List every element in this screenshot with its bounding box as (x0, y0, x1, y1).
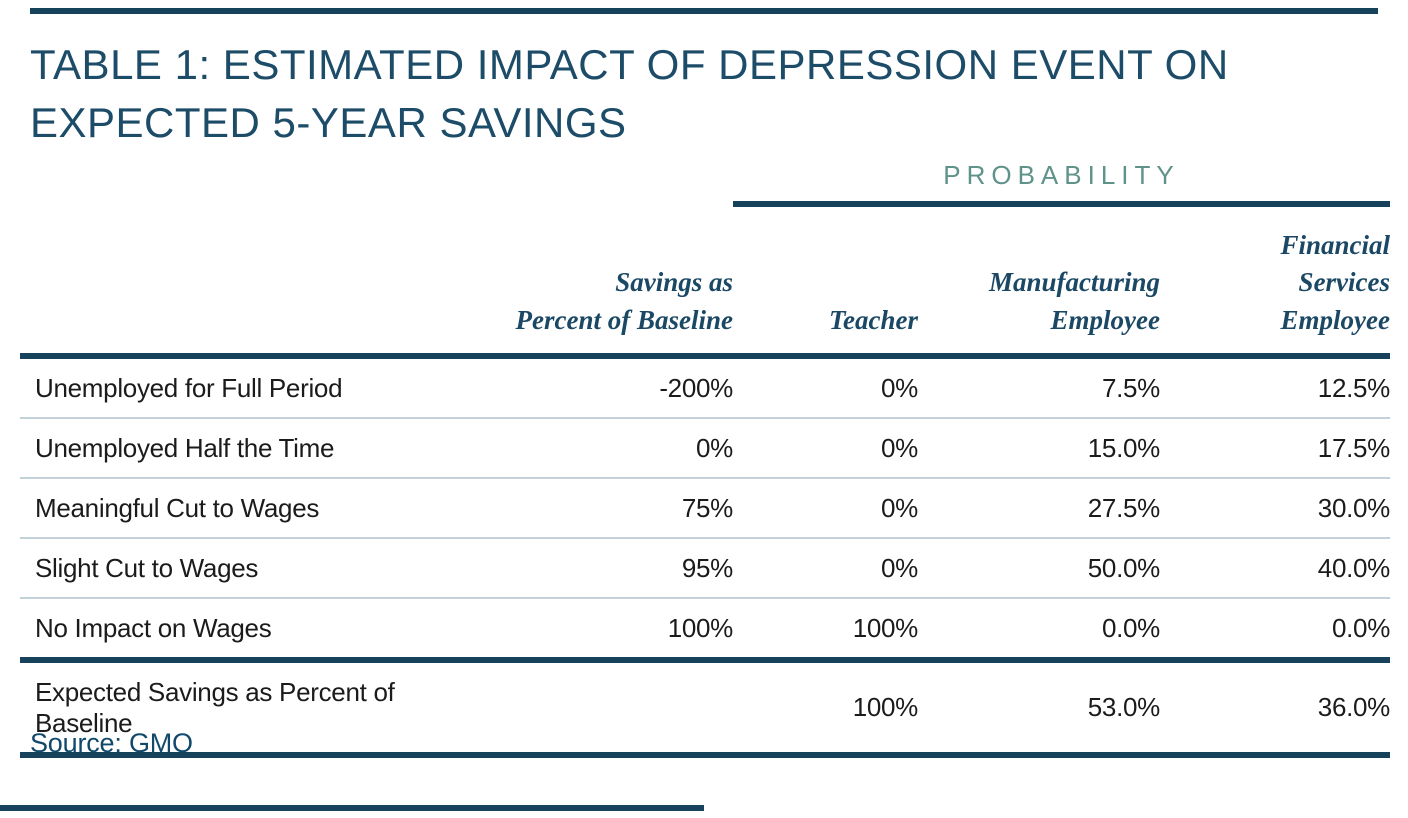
column-header-manufacturing: Manufacturing Employee (918, 204, 1160, 359)
row-label: Expected Savings as Percent of Baseline (20, 659, 418, 758)
cell-manufacturing: 0.0% (918, 597, 1160, 663)
cell-financial: 36.0% (1160, 659, 1390, 758)
row-label: Unemployed for Full Period (20, 355, 418, 419)
cell-savings (418, 659, 733, 758)
column-header-savings-line1: Savings as (615, 267, 733, 298)
cell-savings: 100% (418, 597, 733, 663)
table-row: Meaningful Cut to Wages 75% 0% 27.5% 30.… (20, 477, 1390, 539)
column-header-empty (20, 204, 418, 359)
column-header-teacher-line1: Teacher (829, 304, 918, 335)
cell-teacher: 0% (733, 355, 918, 419)
cell-manufacturing: 27.5% (918, 477, 1160, 539)
table-row: No Impact on Wages 100% 100% 0.0% 0.0% (20, 597, 1390, 663)
impact-table: PROBABILITY Savings as Percent of Baseli… (20, 160, 1390, 758)
row-label: Slight Cut to Wages (20, 537, 418, 599)
table-title-line2: EXPECTED 5-YEAR SAVINGS (30, 98, 627, 146)
column-header-financial-line1: Financial (1280, 230, 1391, 260)
cell-teacher: 0% (733, 417, 918, 479)
table-row: Unemployed Half the Time 0% 0% 15.0% 17.… (20, 417, 1390, 479)
cell-teacher: 100% (733, 597, 918, 663)
table-title-line1: TABLE 1: ESTIMATED IMPACT OF DEPRESSION … (30, 41, 1229, 88)
row-label: Meaningful Cut to Wages (20, 477, 418, 539)
cell-teacher: 100% (733, 659, 918, 758)
row-label: Unemployed Half the Time (20, 417, 418, 479)
column-header-row: Savings as Percent of Baseline Teacher M… (20, 204, 1391, 359)
cell-manufacturing: 7.5% (918, 355, 1160, 419)
bottom-page-rule (0, 805, 704, 811)
cell-manufacturing: 53.0% (918, 659, 1160, 758)
cell-teacher: 0% (733, 537, 918, 599)
cell-financial: 30.0% (1160, 477, 1390, 539)
column-header-financial-line2: Services (1298, 267, 1391, 298)
column-header-financial-line3: Employee (1280, 304, 1391, 335)
table-row: Slight Cut to Wages 95% 0% 50.0% 40.0% (20, 537, 1390, 599)
group-header-row: PROBABILITY (20, 160, 1391, 207)
cell-savings: 75% (418, 477, 733, 539)
source-note: Source: GMO (30, 728, 193, 758)
cell-financial: 12.5% (1160, 355, 1390, 419)
cell-manufacturing: 15.0% (918, 417, 1160, 479)
cell-financial: 0.0% (1160, 597, 1390, 663)
cell-financial: 40.0% (1160, 537, 1390, 599)
cell-savings: 95% (418, 537, 733, 599)
column-header-teacher: Teacher (733, 204, 918, 359)
group-header-spacer (20, 160, 733, 204)
total-row: Expected Savings as Percent of Baseline … (20, 659, 1390, 758)
column-header-manufacturing-line2: Employee (1050, 304, 1160, 335)
cell-manufacturing: 50.0% (918, 537, 1160, 599)
probability-group-header: PROBABILITY (733, 160, 1391, 207)
cell-teacher: 0% (733, 477, 918, 539)
column-header-financial: Financial Services Employee (1160, 204, 1391, 359)
column-header-savings-line2: Percent of Baseline (515, 304, 733, 335)
table-row: Unemployed for Full Period -200% 0% 7.5%… (20, 355, 1390, 419)
column-header-manufacturing-line1: Manufacturing (988, 267, 1160, 298)
column-header-savings: Savings as Percent of Baseline (418, 204, 733, 359)
cell-savings: -200% (418, 355, 733, 419)
cell-savings: 0% (418, 417, 733, 479)
row-label: No Impact on Wages (20, 597, 418, 663)
top-page-rule (30, 8, 1378, 14)
table-title: TABLE 1: ESTIMATED IMPACT OF DEPRESSION … (30, 36, 1380, 152)
cell-financial: 17.5% (1160, 417, 1390, 479)
